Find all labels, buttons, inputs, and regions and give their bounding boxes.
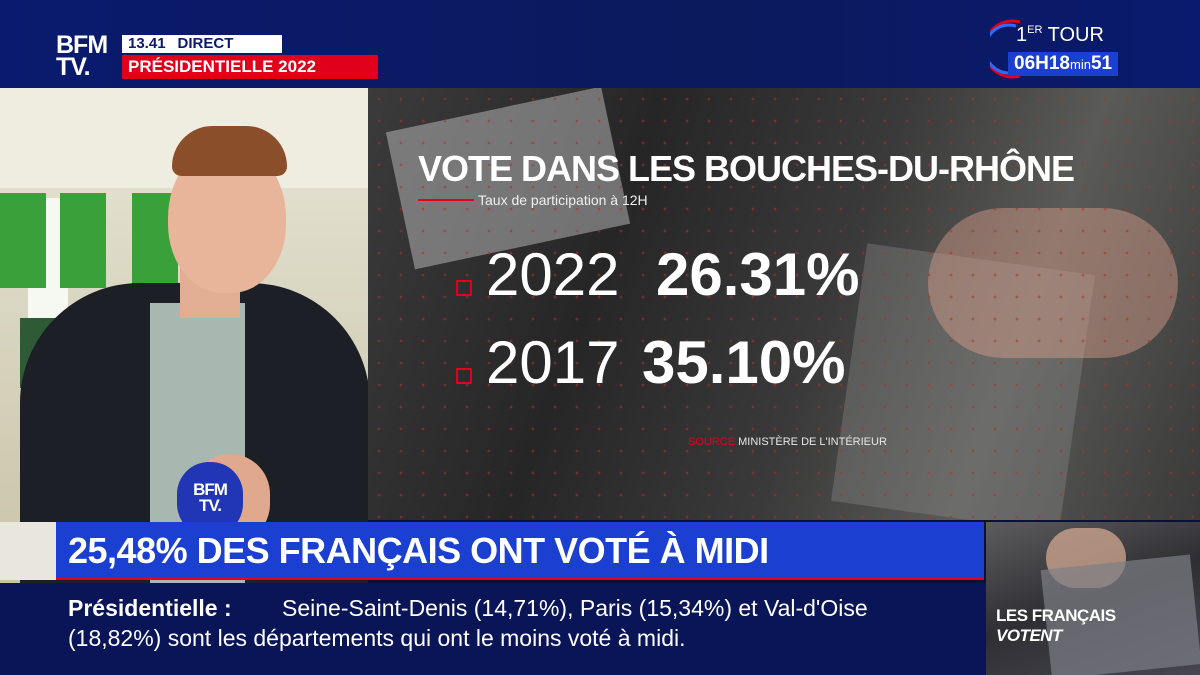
ticker-line1: Seine-Saint-Denis (14,71%), Paris (15,34… (282, 595, 868, 621)
source-label: SOURCE (688, 436, 736, 448)
participation-graphic: VOTE DANS LES BOUCHES-DU-RHÔNE Taux de p… (368, 88, 1200, 520)
bullet-square-icon (456, 368, 472, 384)
curtain (60, 193, 106, 288)
source-credit: SOURCE MINISTÈRE DE L'INTÉRIEUR (688, 436, 887, 448)
headline-band: 25,48% DES FRANÇAIS ONT VOTÉ À MIDI (56, 522, 984, 580)
title-accent-line (418, 199, 474, 201)
countdown-seconds: 51 (1090, 53, 1113, 74)
headline-left-spacer (0, 522, 56, 580)
tour-label: TOUR (1047, 24, 1104, 46)
countdown-timer: 06H18min51 (1008, 52, 1119, 76)
graphic-subtitle: Taux de participation à 12H (478, 192, 648, 208)
logo-line2: TV. (56, 53, 91, 81)
bfmtv-logo: BFM TV. (56, 31, 108, 81)
countdown-hours: 06H (1014, 53, 1049, 74)
thumbnail-label: LES FRANÇAIS VOTENT (996, 606, 1116, 646)
row-value: 35.10% (642, 329, 846, 396)
dot-pattern (368, 88, 1200, 520)
reporter-hair (172, 126, 287, 176)
source-text: MINISTÈRE DE L'INTÉRIEUR (738, 436, 887, 448)
tour-suffix: ER (1027, 24, 1043, 36)
mic-logo-line1: BFM (193, 480, 228, 499)
bullet-square-icon (456, 280, 472, 296)
graphic-title: VOTE DANS LES BOUCHES-DU-RHÔNE (418, 148, 1075, 189)
live-label: DIRECT (177, 35, 234, 52)
ticker-lead: Présidentielle : (68, 595, 232, 621)
countdown-value: 18 (1048, 53, 1070, 74)
ticker-line2: (18,82%) sont les départements qui ont l… (68, 625, 686, 651)
row-value: 26.31% (656, 241, 860, 308)
tour-title: 1ER TOUR (1016, 24, 1104, 47)
program-thumbnail: LES FRANÇAIS VOTENT (986, 522, 1200, 675)
mic-logo-line2: TV. (199, 496, 222, 515)
reporter-video: BFM TV. (0, 88, 368, 585)
thumbnail-line1: LES FRANÇAIS (996, 606, 1116, 625)
event-badge: PRÉSIDENTIELLE 2022 (122, 55, 378, 79)
countdown-unit: min (1070, 57, 1091, 72)
curtain (0, 193, 46, 288)
time-badge: 13.41 DIRECT (122, 35, 282, 53)
headline-text: 25,48% DES FRANÇAIS ONT VOTÉ À MIDI (68, 530, 769, 571)
row-year: 2017 (486, 329, 620, 396)
top-bar: BFM TV. 13.41 DIRECT PRÉSIDENTIELLE 2022 … (0, 0, 1200, 88)
tour-countdown: 1ER TOUR 06H18min51 (990, 16, 1170, 82)
clock-time: 13.41 (128, 35, 166, 52)
countdown-ring-icon (990, 19, 1021, 79)
news-ticker: Présidentielle : Seine-Saint-Denis (14,7… (0, 583, 986, 675)
row-year: 2022 (486, 241, 620, 308)
logo-line1: BFM (56, 31, 108, 59)
thumbnail-line2: VOTENT (996, 626, 1062, 645)
tour-number: 1 (1016, 24, 1028, 46)
